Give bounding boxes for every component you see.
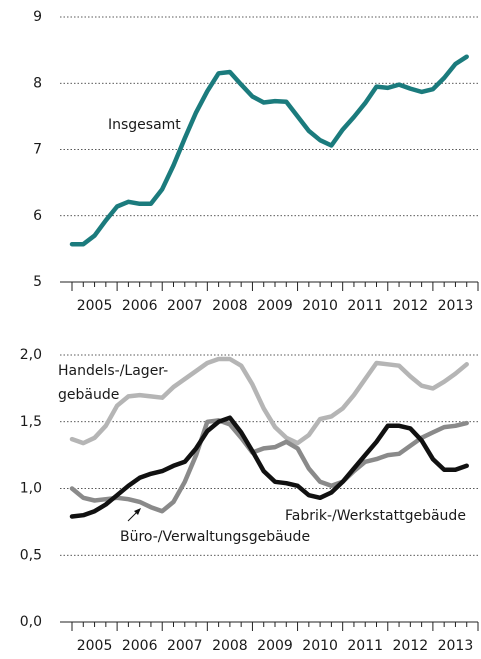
x-tick-label: 2007 — [167, 298, 203, 314]
y-tick-label: 0,5 — [20, 547, 42, 563]
x-tick-label: 2011 — [347, 638, 383, 654]
x-tick-label: 2008 — [212, 638, 248, 654]
series-label: gebäude — [58, 387, 119, 403]
x-tick-label: 2013 — [438, 298, 474, 314]
data-line — [69, 418, 469, 514]
x-tick-label: 2011 — [347, 298, 383, 314]
x-tick-label: 2005 — [77, 298, 113, 314]
y-tick-label: 0,0 — [20, 614, 42, 630]
y-tick-label: 1,5 — [20, 414, 42, 430]
x-tick-label: 2012 — [393, 638, 429, 654]
x-tick-label: 2005 — [77, 638, 113, 654]
x-tick-label: 2012 — [393, 298, 429, 314]
data-line — [69, 356, 469, 446]
x-tick-label: 2006 — [122, 638, 158, 654]
series-label: Handels-/Lager- — [58, 363, 168, 379]
x-tick-label: 2013 — [438, 638, 474, 654]
y-tick-label: 2,0 — [20, 347, 42, 363]
x-tick-label: 2006 — [122, 298, 158, 314]
x-tick-label: 2008 — [212, 298, 248, 314]
x-tick-label: 2009 — [257, 638, 293, 654]
y-tick-label: 1,0 — [20, 481, 42, 497]
x-tick-label: 2009 — [257, 298, 293, 314]
data-line — [69, 415, 469, 519]
y-tick-label: 9 — [33, 9, 42, 25]
x-tick-label: 2007 — [167, 638, 203, 654]
series-label: Insgesamt — [108, 117, 181, 133]
y-tick-label: 7 — [33, 142, 42, 158]
series-label: Büro-/Verwaltungsgebäude — [120, 529, 310, 545]
arrow-head — [134, 508, 141, 515]
x-tick-label: 2010 — [302, 638, 338, 654]
y-tick-label: 5 — [33, 274, 42, 290]
data-line — [69, 54, 469, 247]
y-tick-label: 8 — [33, 75, 42, 91]
series-label: Fabrik-/Werkstattgebäude — [285, 508, 466, 524]
y-tick-label: 6 — [33, 208, 42, 224]
x-tick-label: 2010 — [302, 298, 338, 314]
